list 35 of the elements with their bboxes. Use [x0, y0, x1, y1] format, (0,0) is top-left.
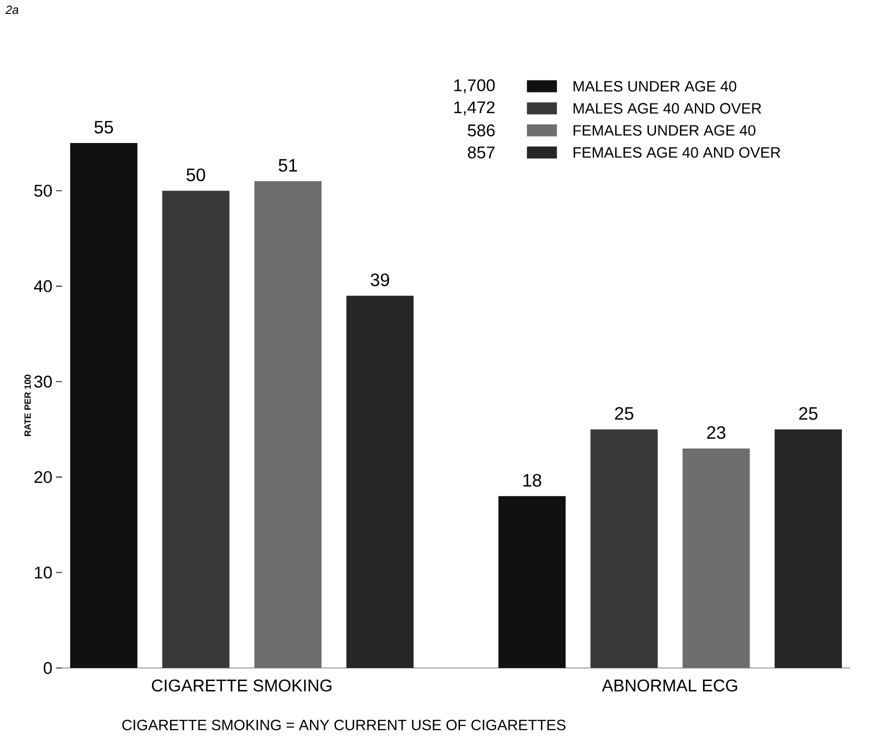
bar	[682, 448, 750, 668]
legend-label: MALES UNDER AGE 40	[574, 80, 736, 92]
data-label: 25	[615, 407, 634, 420]
data-label: 55	[94, 120, 113, 134]
legend-label: MALES AGE 40 AND OVER	[574, 103, 762, 114]
text: 2a	[5, 6, 18, 14]
y-tick-label: 0	[44, 662, 52, 674]
bar	[498, 496, 566, 668]
y-tick-label: 30	[34, 376, 52, 388]
legend-label: FEMALES UNDER AGE 40	[574, 125, 756, 136]
y-tick-label: 20	[34, 471, 52, 484]
bar	[70, 142, 138, 668]
text: 586	[468, 124, 495, 136]
x-tick-label: CIGARETTE SMOKING	[152, 680, 332, 692]
text: 1,700	[454, 79, 495, 94]
bar	[590, 429, 658, 668]
y-tick-label: 40	[34, 280, 52, 292]
text: 1,472	[454, 101, 495, 116]
data-label: 50	[186, 168, 206, 182]
data-label: 51	[278, 159, 298, 172]
annotation: 857	[468, 146, 495, 158]
bar	[774, 429, 842, 668]
data-label: 18	[523, 474, 542, 487]
data-label: 23	[707, 426, 726, 439]
text: CIGARETTE SMOKING = ANY CURRENT USE OF CIGARETTES	[122, 720, 566, 730]
y-axis-title: RATE PER 100	[24, 374, 31, 436]
bar	[254, 181, 322, 668]
data-label: 25	[799, 407, 818, 420]
bar	[346, 296, 414, 668]
y-tick-label: 50	[34, 184, 52, 197]
y-tick-label: 10	[34, 566, 52, 579]
x-tick-label: ABNORMAL ECG	[602, 680, 738, 692]
legend-label: FEMALES AGE 40 AND OVER	[574, 147, 780, 158]
bar	[162, 190, 230, 668]
data-label: 39	[370, 273, 390, 286]
